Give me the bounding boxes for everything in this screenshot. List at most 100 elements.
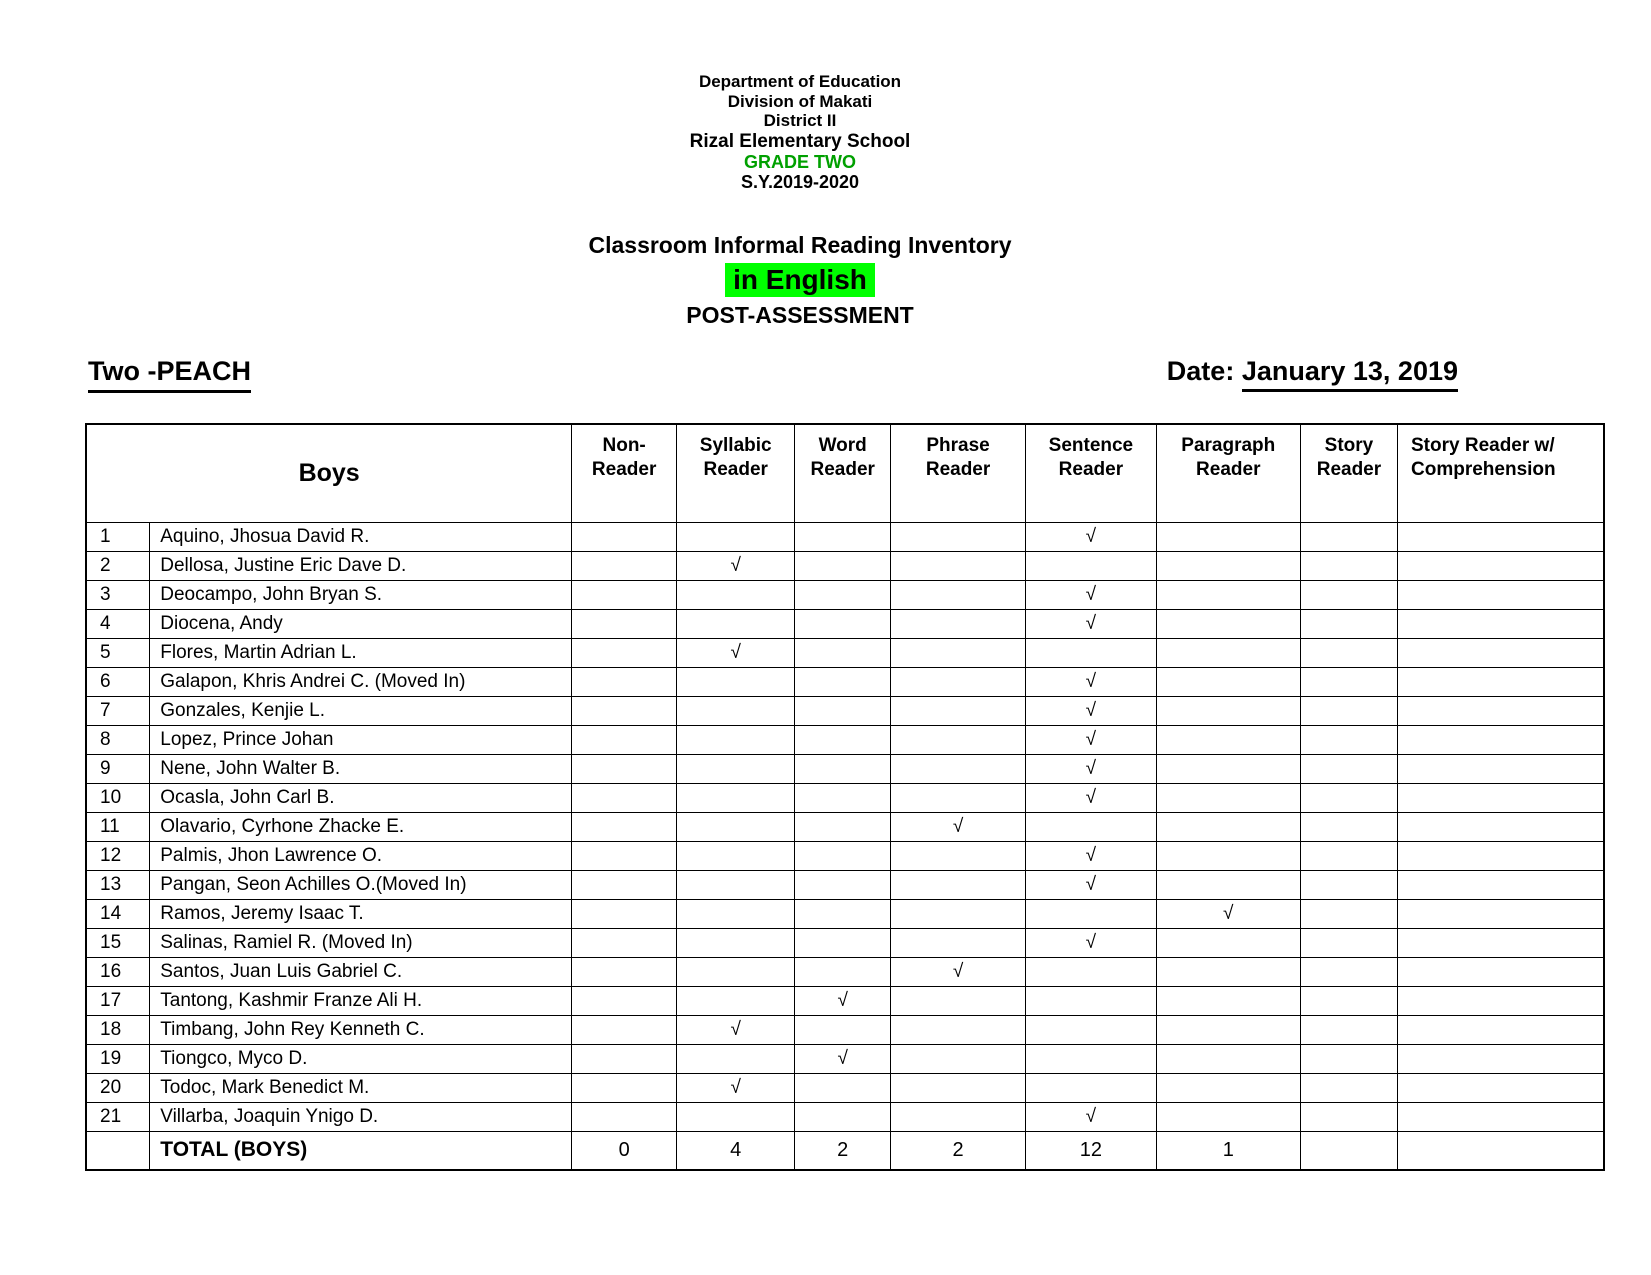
empty-mark-cell bbox=[1299, 551, 1399, 581]
table-row: 19 Tiongco, Myco D. √ bbox=[85, 1044, 1605, 1074]
empty-mark-cell bbox=[1025, 957, 1157, 987]
student-name: Flores, Martin Adrian L. bbox=[149, 638, 573, 668]
empty-mark-cell bbox=[571, 638, 677, 668]
empty-mark-cell bbox=[1299, 928, 1399, 958]
row-number: 1 bbox=[85, 522, 151, 552]
checkmark-cell: √ bbox=[1025, 754, 1157, 784]
student-name: Gonzales, Kenjie L. bbox=[149, 696, 573, 726]
row-number: 2 bbox=[85, 551, 151, 581]
empty-mark-cell bbox=[1155, 1015, 1301, 1045]
letterhead-district: District II bbox=[763, 111, 837, 130]
row-number: 18 bbox=[85, 1015, 151, 1045]
empty-mark-cell bbox=[1299, 1044, 1399, 1074]
empty-mark-cell bbox=[890, 696, 1027, 726]
empty-mark-cell bbox=[890, 580, 1027, 610]
row-number: 4 bbox=[85, 609, 151, 639]
student-name: Timbang, John Rey Kenneth C. bbox=[149, 1015, 573, 1045]
student-name: Salinas, Ramiel R. (Moved In) bbox=[149, 928, 573, 958]
empty-mark-cell bbox=[1397, 609, 1605, 639]
empty-mark-cell bbox=[571, 783, 677, 813]
empty-mark-cell bbox=[794, 928, 892, 958]
checkmark-cell: √ bbox=[1155, 899, 1301, 929]
empty-mark-cell bbox=[571, 841, 677, 871]
empty-mark-cell bbox=[1299, 870, 1399, 900]
empty-mark-cell bbox=[675, 899, 796, 929]
empty-mark-cell bbox=[571, 580, 677, 610]
empty-mark-cell bbox=[571, 696, 677, 726]
empty-mark-cell bbox=[1155, 609, 1301, 639]
empty-mark-cell bbox=[794, 957, 892, 987]
col-header-sentence-reader: Sentence Reader bbox=[1025, 423, 1157, 523]
empty-mark-cell bbox=[890, 1102, 1027, 1132]
empty-mark-cell bbox=[794, 638, 892, 668]
empty-mark-cell bbox=[571, 609, 677, 639]
table-row: 20 Todoc, Mark Benedict M. √ bbox=[85, 1073, 1605, 1103]
empty-mark-cell bbox=[1299, 899, 1399, 929]
empty-mark-cell bbox=[571, 986, 677, 1016]
empty-mark-cell bbox=[675, 957, 796, 987]
empty-mark-cell bbox=[1155, 551, 1301, 581]
empty-mark-cell bbox=[1299, 812, 1399, 842]
empty-mark-cell bbox=[1155, 754, 1301, 784]
total-row-number-cell bbox=[85, 1131, 151, 1170]
empty-mark-cell bbox=[1155, 1102, 1301, 1132]
table-row: 7 Gonzales, Kenjie L. √ bbox=[85, 696, 1605, 726]
empty-mark-cell bbox=[1397, 841, 1605, 871]
table-row: 14 Ramos, Jeremy Isaac T. √ bbox=[85, 899, 1605, 929]
empty-mark-cell bbox=[794, 1073, 892, 1103]
empty-mark-cell bbox=[1397, 522, 1605, 552]
total-sentence-reader: 12 bbox=[1025, 1131, 1157, 1170]
school-year: S.Y.2019-2020 bbox=[740, 171, 860, 192]
col-header-non-reader: Non- Reader bbox=[571, 423, 677, 523]
row-number: 14 bbox=[85, 899, 151, 929]
empty-mark-cell bbox=[1397, 551, 1605, 581]
empty-mark-cell bbox=[890, 609, 1027, 639]
empty-mark-cell bbox=[571, 870, 677, 900]
empty-mark-cell bbox=[1299, 841, 1399, 871]
empty-mark-cell bbox=[1397, 899, 1605, 929]
empty-mark-cell bbox=[571, 725, 677, 755]
student-name: Olavario, Cyrhone Zhacke E. bbox=[149, 812, 573, 842]
empty-mark-cell bbox=[1299, 696, 1399, 726]
total-story-reader bbox=[1299, 1131, 1399, 1170]
row-number: 20 bbox=[85, 1073, 151, 1103]
empty-mark-cell bbox=[1025, 1044, 1157, 1074]
class-section-name: Two -PEACH bbox=[88, 356, 251, 393]
grade-level: GRADE TWO bbox=[744, 151, 856, 172]
empty-mark-cell bbox=[1397, 696, 1605, 726]
empty-mark-cell bbox=[1025, 812, 1157, 842]
total-story-reader-comprehension bbox=[1397, 1131, 1605, 1170]
empty-mark-cell bbox=[1397, 638, 1605, 668]
table-row: 1 Aquino, Jhosua David R. √ bbox=[85, 522, 1605, 552]
checkmark-cell: √ bbox=[794, 1044, 892, 1074]
header-row: Boys Non- Reader Syllabic Reader Word Re… bbox=[85, 423, 1605, 523]
empty-mark-cell bbox=[1025, 1073, 1157, 1103]
table-row: 16 Santos, Juan Luis Gabriel C. √ bbox=[85, 957, 1605, 987]
empty-mark-cell bbox=[1155, 638, 1301, 668]
student-name: Dellosa, Justine Eric Dave D. bbox=[149, 551, 573, 581]
assessment-type: POST-ASSESSMENT bbox=[686, 301, 914, 328]
student-name: Pangan, Seon Achilles O.(Moved In) bbox=[149, 870, 573, 900]
empty-mark-cell bbox=[1397, 870, 1605, 900]
empty-mark-cell bbox=[890, 841, 1027, 871]
total-phrase-reader: 2 bbox=[890, 1131, 1027, 1170]
empty-mark-cell bbox=[890, 667, 1027, 697]
checkmark-cell: √ bbox=[675, 1073, 796, 1103]
empty-mark-cell bbox=[890, 899, 1027, 929]
empty-mark-cell bbox=[890, 522, 1027, 552]
student-rows: 1 Aquino, Jhosua David R. √ 2 Dellosa, Justi… bbox=[85, 522, 1605, 1132]
empty-mark-cell bbox=[675, 522, 796, 552]
col-header-word-reader: Word Reader bbox=[794, 423, 892, 523]
empty-mark-cell bbox=[890, 870, 1027, 900]
empty-mark-cell bbox=[675, 609, 796, 639]
checkmark-cell: √ bbox=[1025, 841, 1157, 871]
total-non-reader: 0 bbox=[571, 1131, 677, 1170]
col-header-phrase-reader: Phrase Reader bbox=[890, 423, 1027, 523]
empty-mark-cell bbox=[794, 609, 892, 639]
empty-mark-cell bbox=[571, 1073, 677, 1103]
table-row: 17 Tantong, Kashmir Franze Ali H. √ bbox=[85, 986, 1605, 1016]
col-header-syllabic-reader: Syllabic Reader bbox=[675, 423, 796, 523]
empty-mark-cell bbox=[1155, 841, 1301, 871]
empty-mark-cell bbox=[1155, 812, 1301, 842]
